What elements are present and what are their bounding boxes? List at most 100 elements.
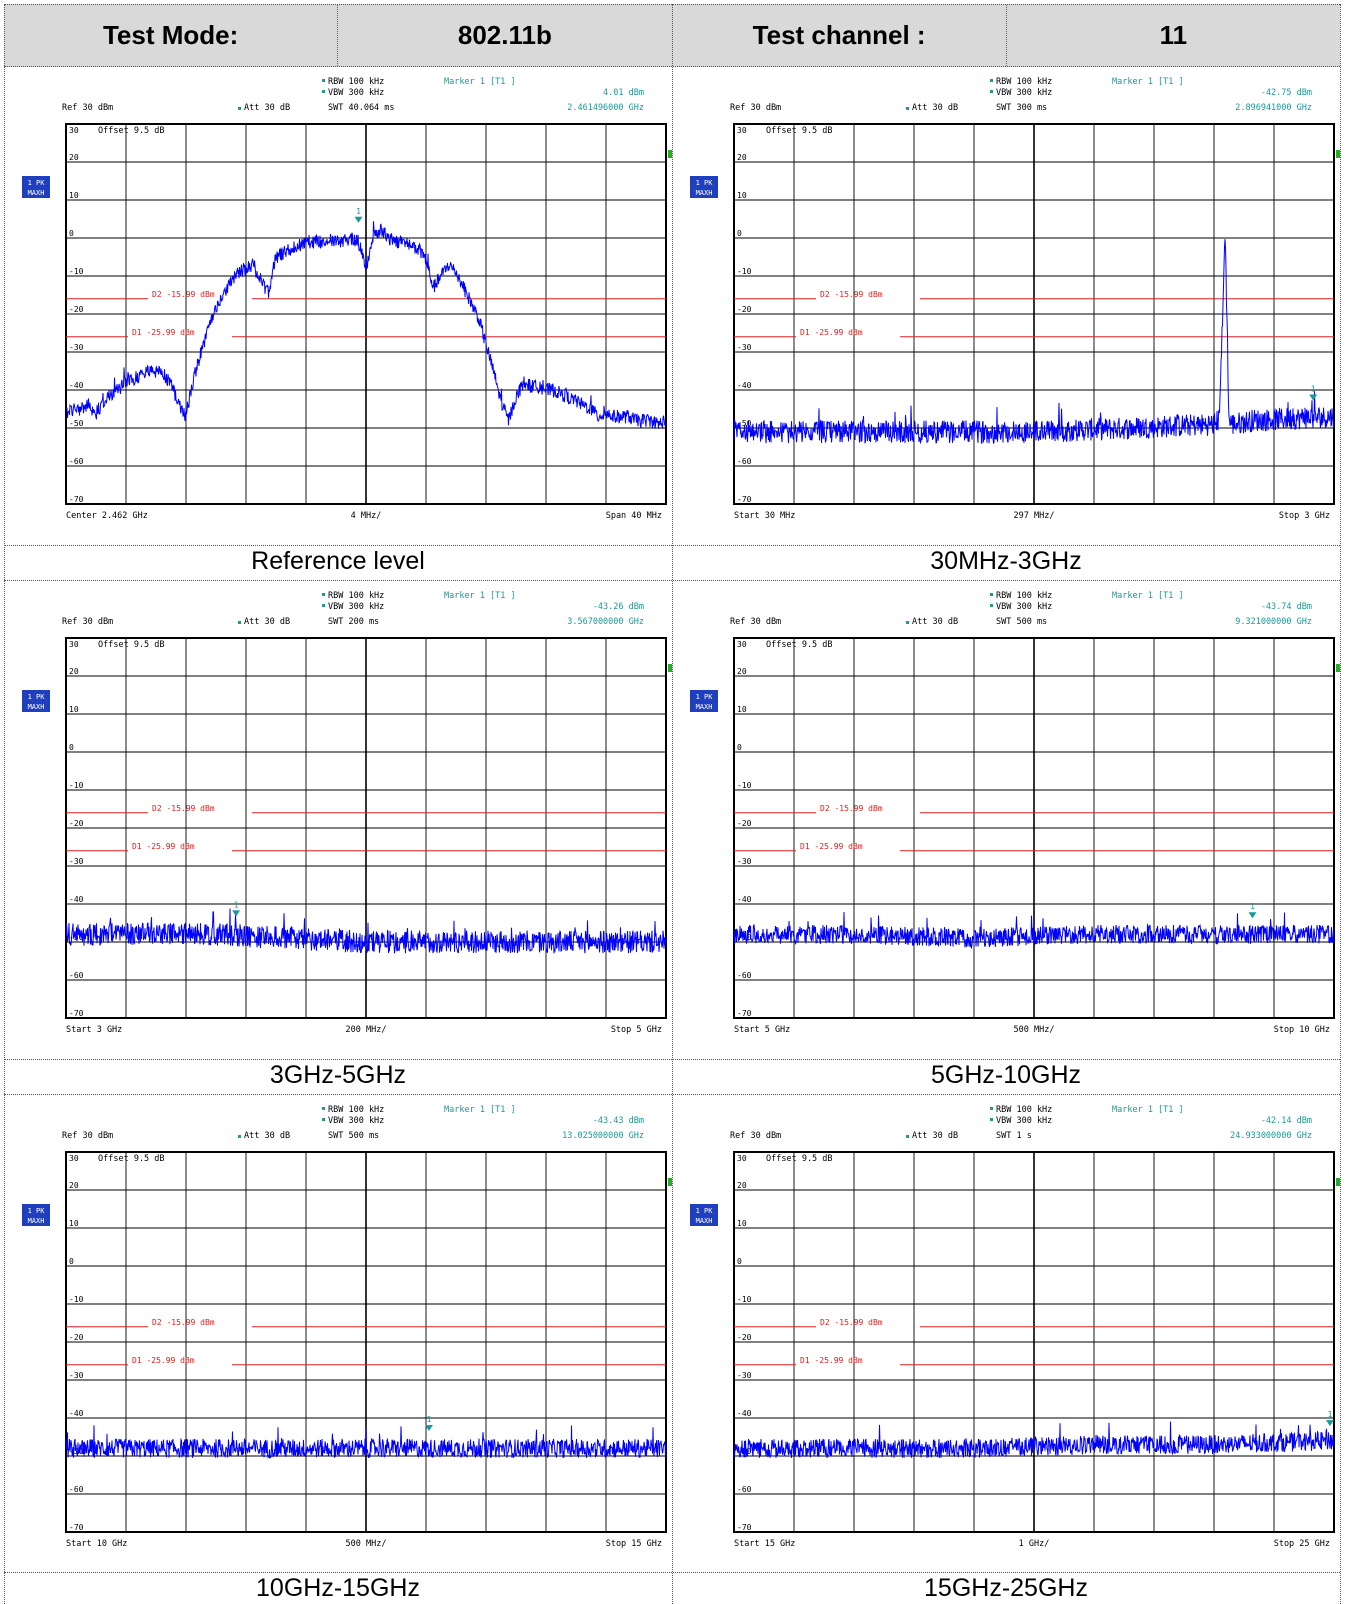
d1-label: D1 -25.99 dBm [800,842,863,851]
y-tick-label: 10 [737,705,747,714]
y-tick-label: 20 [69,667,79,676]
vbw-dot [322,1118,325,1121]
y-tick-label: 30 [69,126,79,135]
y-tick-label: -20 [69,819,84,828]
y-tick-label: 20 [737,1181,747,1190]
rbw-dot [322,593,325,596]
y-tick-label: -10 [69,781,84,790]
rbw-dot [322,1107,325,1110]
x-start-label: Start 30 MHz [734,511,795,521]
y-tick-label: -30 [69,857,84,866]
trace-badge: 1 PK MAXH [22,1204,50,1226]
attenuation: Att 30 dB [244,1131,290,1141]
row-divider [4,545,1340,546]
trace-label: 1 PK [28,1207,46,1215]
x-stop-label: Stop 10 GHz [1274,1025,1330,1035]
y-tick-label: 10 [737,191,747,200]
marker-level: -42.14 dBm [1261,1116,1312,1126]
y-tick-label: 0 [69,229,74,238]
marker-level: -43.43 dBm [593,1116,644,1126]
marker-triangle [1248,912,1257,919]
d2-label: D2 -15.99 dBm [820,290,883,299]
rbw-label: RBW 100 kHz [996,591,1052,601]
d2-label: D2 -15.99 dBm [820,804,883,813]
x-start-label: Start 3 GHz [66,1025,122,1035]
test-mode-label: Test Mode: [4,5,339,66]
rbw-label: RBW 100 kHz [996,1105,1052,1115]
x-start-label: Center 2.462 GHz [66,511,148,521]
att-dot [906,1135,909,1138]
marker-frequency: 2.896941000 GHz [1235,103,1312,113]
y-tick-label: 30 [69,640,79,649]
vbw-label: VBW 300 kHz [328,88,384,98]
swt-label: SWT 300 ms [996,103,1047,113]
ref-level: Ref 30 dBm [62,617,113,627]
row-divider [4,580,1340,581]
marker-title: Marker 1 [T1 ] [444,77,516,87]
x-division-label: 200 MHz/ [346,1025,387,1035]
spectrum-trace [733,1421,1335,1458]
test-mode-value: 802.11b [338,5,673,66]
y-tick-label: 0 [737,743,742,752]
y-tick-label: -60 [737,1485,752,1494]
y-tick-label: 10 [69,191,79,200]
marker-title: Marker 1 [T1 ] [1112,1105,1184,1115]
rbw-dot [990,593,993,596]
trace-label: 1 PK [696,1207,714,1215]
vbw-dot [990,90,993,93]
swt-label: SWT 200 ms [328,617,379,627]
status-mark [1336,150,1340,158]
marker-level: 4.01 dBm [603,88,644,98]
offset-label: Offset 9.5 dB [98,1154,165,1164]
vbw-dot [322,90,325,93]
d1-label: D1 -25.99 dBm [800,328,863,337]
y-tick-label: -30 [737,857,752,866]
trace-label: 1 PK [28,179,46,187]
y-tick-label: 10 [737,1219,747,1228]
offset-label: Offset 9.5 dB [98,640,165,650]
y-tick-label: -70 [69,1009,84,1018]
y-tick-label: -30 [737,343,752,352]
ref-level: Ref 30 dBm [62,103,113,113]
y-tick-label: 0 [737,229,742,238]
x-division-label: 297 MHz/ [1014,511,1055,521]
vbw-label: VBW 300 kHz [328,602,384,612]
vbw-label: VBW 300 kHz [996,1116,1052,1126]
swt-label: SWT 40.064 ms [328,103,395,113]
att-dot [238,1135,241,1138]
status-mark [1336,664,1340,672]
table-border-right [1340,4,1341,1604]
vbw-dot [322,604,325,607]
vbw-label: VBW 300 kHz [996,88,1052,98]
rbw-label: RBW 100 kHz [328,1105,384,1115]
marker-title: Marker 1 [T1 ] [444,591,516,601]
attenuation: Att 30 dB [244,617,290,627]
table-border-center [672,4,673,1604]
marker-frequency: 2.461496000 GHz [567,103,644,113]
marker-title: Marker 1 [T1 ] [1112,591,1184,601]
y-tick-label: -40 [69,381,84,390]
marker-triangle [1325,1420,1334,1427]
y-tick-label: -70 [737,1009,752,1018]
x-start-label: Start 5 GHz [734,1025,790,1035]
ref-level: Ref 30 dBm [730,1131,781,1141]
trace-mode: MAXH [696,703,713,711]
att-dot [906,107,909,110]
d1-label: D1 -25.99 dBm [132,328,195,337]
table-border-left [4,4,5,1604]
swt-label: SWT 1 s [996,1131,1032,1141]
trace-badge: 1 PK MAXH [690,690,718,712]
offset-label: Offset 9.5 dB [766,1154,833,1164]
y-tick-label: -20 [737,305,752,314]
y-tick-label: 30 [69,1154,79,1163]
rbw-label: RBW 100 kHz [328,591,384,601]
rbw-dot [322,79,325,82]
y-tick-label: -10 [69,267,84,276]
att-dot [238,107,241,110]
y-tick-label: -30 [69,1371,84,1380]
